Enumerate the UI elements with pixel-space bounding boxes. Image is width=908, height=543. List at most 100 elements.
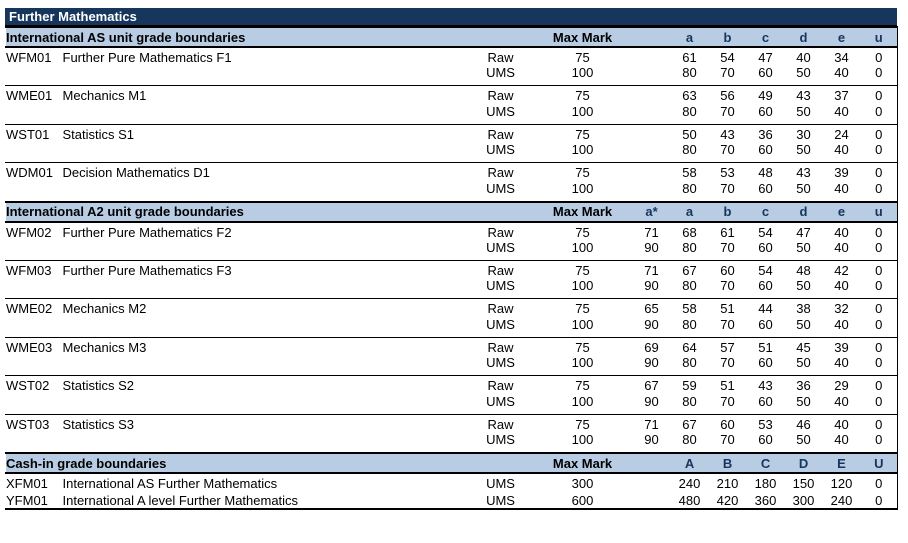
grade-boundary-value: 39 (834, 339, 849, 355)
grade-boundary-value: 51 (758, 339, 773, 355)
unit-code (5, 103, 63, 125)
mark-type: Raw (487, 262, 514, 278)
mark-type: Raw (487, 416, 514, 432)
grade-boundary-value: 80 (670, 65, 709, 86)
grade-letter-header: c (746, 200, 785, 223)
grade-boundary-value: 67 (682, 262, 697, 278)
unit-name: International AS Further Mathematics (62, 476, 278, 491)
grade-letter-header: b (708, 200, 747, 223)
grade-boundary-value (632, 180, 671, 202)
unit-row: WST02 Statistics S2 Raw 75 67 59 51 43 36 29 0 (6, 376, 898, 394)
grade-boundary-value: 64 (682, 339, 697, 355)
grade-boundary-value: 24 (834, 126, 849, 142)
grade-boundary-value: 480 (678, 493, 701, 508)
grade-letter-header: a* (632, 200, 671, 223)
grade-boundary-value: 80 (670, 180, 709, 202)
mark-type: UMS (468, 355, 533, 376)
grade-letter-header: B (708, 452, 747, 474)
grade-boundary-value: 46 (796, 416, 811, 432)
grade-boundary-value: 0 (860, 393, 898, 415)
grade-boundary-value: 40 (822, 239, 861, 261)
unit-name (62, 239, 469, 261)
grade-boundary-value: 49 (758, 88, 773, 104)
max-mark-value: 75 (575, 88, 590, 104)
grade-letter-header (632, 26, 671, 48)
grade-boundary-value: 40 (822, 355, 861, 376)
grade-boundary-value: 70 (708, 180, 747, 202)
max-mark-value: 75 (575, 224, 590, 240)
grade-boundaries-document: Further Mathematics International AS uni… (5, 8, 899, 510)
grade-boundary-value: 50 (784, 103, 823, 125)
grade-boundary-value: 48 (796, 262, 811, 278)
mark-type: UMS (468, 65, 533, 86)
grade-boundary-value: 40 (822, 316, 861, 338)
grade-boundary-value: 90 (632, 393, 671, 415)
max-mark-value: 100 (532, 316, 633, 338)
unit-code (5, 393, 63, 415)
grade-boundary-value: 36 (758, 126, 773, 142)
page-title: Further Mathematics (5, 8, 897, 26)
grade-letter-header: U (860, 452, 898, 474)
grade-boundary-value: 0 (875, 378, 883, 394)
grade-boundary-value: 40 (822, 65, 861, 86)
grade-boundary-value: 60 (746, 239, 785, 261)
mark-type: UMS (486, 476, 515, 491)
grade-letter-header: D (784, 452, 823, 474)
unit-row: UMS 100 90 80 70 60 50 40 0 (5, 316, 898, 338)
section-heading: International AS unit grade boundaries (5, 26, 533, 48)
unit-code: WME03 (6, 339, 53, 355)
unit-name: Statistics S2 (62, 378, 135, 394)
grade-boundary-value: 70 (708, 65, 747, 86)
grade-boundary-value: 0 (860, 432, 898, 454)
grade-boundary-value: 90 (632, 316, 671, 338)
unit-name: Mechanics M1 (62, 88, 147, 104)
section-header-row: International A2 unit grade boundaries Ma… (5, 200, 898, 223)
grade-boundary-value: 60 (746, 432, 785, 454)
grade-boundary-value: 0 (875, 476, 883, 491)
grade-letter-header: E (822, 452, 861, 474)
unit-row: WFM03 Further Pure Mathematics F3 Raw 75 71 6… (6, 260, 898, 278)
max-mark-value: 100 (532, 432, 633, 454)
grade-letter-header: a (670, 200, 709, 223)
grade-boundary-value: 90 (632, 355, 671, 376)
unit-code (5, 432, 63, 454)
grade-boundary-value: 300 (792, 493, 815, 508)
grade-boundary-value: 0 (875, 262, 883, 278)
max-mark-value: 75 (575, 126, 590, 142)
grade-boundary-value: 36 (796, 378, 811, 394)
grade-letter-header: u (860, 200, 898, 223)
grade-boundary-value: 90 (632, 239, 671, 261)
mark-type: UMS (468, 432, 533, 454)
mark-type: Raw (487, 165, 514, 181)
unit-name: Mechanics M3 (62, 339, 147, 355)
grade-boundary-value: 50 (784, 393, 823, 415)
section-header-row: International AS unit grade boundaries Ma… (5, 26, 898, 48)
grade-boundary-value: 63 (682, 88, 697, 104)
unit-row: YFM01 International A level Further Mathe… (6, 491, 898, 509)
grade-boundary-value: 70 (708, 278, 747, 299)
grade-boundary-value: 34 (834, 50, 849, 65)
mark-type: Raw (487, 301, 514, 317)
mark-type: UMS (486, 493, 515, 508)
grade-boundary-value: 40 (822, 278, 861, 299)
grade-letter-header: e (822, 200, 861, 223)
grade-boundary-value: 0 (860, 278, 898, 299)
grade-boundary-value: 60 (746, 355, 785, 376)
unit-name: Statistics S3 (62, 416, 135, 432)
grade-boundary-value: 360 (754, 493, 777, 508)
grade-boundary-value: 59 (682, 378, 697, 394)
grade-boundary-value (632, 142, 671, 163)
unit-name (62, 65, 469, 86)
unit-row: WME02 Mechanics M2 Raw 75 65 58 51 44 38 32 0 (6, 299, 898, 317)
grade-boundary-value: 70 (708, 393, 747, 415)
grade-boundary-value (632, 103, 671, 125)
unit-name (62, 103, 469, 125)
grade-boundary-value: 60 (746, 316, 785, 338)
unit-name: Further Pure Mathematics F2 (62, 224, 232, 240)
section-header-row: Cash-in grade boundaries Max Mark A B C D E U (5, 452, 898, 474)
grade-boundary-value: 70 (708, 103, 747, 125)
grade-boundary-value: 80 (670, 393, 709, 415)
max-mark-value: 100 (532, 142, 633, 163)
unit-code: YFM01 (6, 493, 48, 508)
